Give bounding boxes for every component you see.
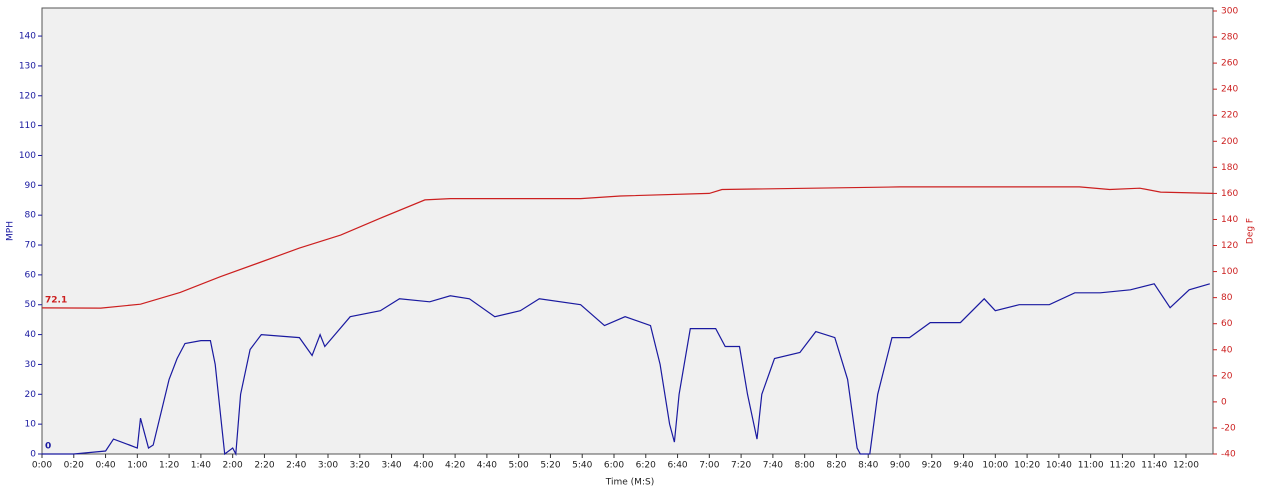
y-axis-label: MPH xyxy=(6,221,16,241)
y2-axis-label: Deg F xyxy=(1246,218,1256,244)
x-tick-label: 2:40 xyxy=(286,461,306,471)
x-tick-label: 11:00 xyxy=(1078,461,1104,471)
x-tick-label: 9:40 xyxy=(953,461,973,471)
x-tick-label: 1:40 xyxy=(191,461,211,471)
plot-area xyxy=(41,7,1214,455)
y2-tick-label: 280 xyxy=(1221,33,1238,43)
y-tick-label: 90 xyxy=(25,181,37,191)
y-tick-label: 80 xyxy=(25,211,37,221)
x-tick-label: 11:20 xyxy=(1109,461,1135,471)
x-tick-label: 8:20 xyxy=(826,461,846,471)
x-tick-label: 11:40 xyxy=(1141,461,1167,471)
x-tick-label: 12:00 xyxy=(1173,461,1199,471)
x-tick-label: 6:00 xyxy=(604,461,624,471)
y2-tick-label: 20 xyxy=(1221,371,1233,381)
x-tick-label: 7:40 xyxy=(763,461,783,471)
y2-tick-label: 220 xyxy=(1221,111,1238,121)
x-tick-label: 0:20 xyxy=(64,461,84,471)
x-tick-label: 10:20 xyxy=(1014,461,1040,471)
x-tick-label: 9:00 xyxy=(890,461,910,471)
x-tick-label: 10:40 xyxy=(1046,461,1072,471)
x-tick-label: 6:20 xyxy=(636,461,656,471)
x-tick-label: 2:20 xyxy=(254,461,274,471)
y2-tick-label: -40 xyxy=(1221,450,1236,460)
x-tick-label: 9:20 xyxy=(922,461,942,471)
y2-tick-label: 180 xyxy=(1221,163,1238,173)
y-tick-label: 130 xyxy=(19,61,36,71)
y2-tick-label: -20 xyxy=(1221,423,1236,433)
y2-tick-label: 80 xyxy=(1221,293,1233,303)
x-tick-label: 0:40 xyxy=(95,461,115,471)
x-tick-label: 5:00 xyxy=(509,461,529,471)
annotation: 0 xyxy=(45,442,51,452)
y2-tick-label: 260 xyxy=(1221,59,1238,69)
x-tick-label: 4:40 xyxy=(477,461,497,471)
x-tick-label: 7:00 xyxy=(699,461,719,471)
x-axis-label: Time (M:S) xyxy=(605,478,654,488)
y-tick-label: 100 xyxy=(19,151,36,161)
y-tick-label: 50 xyxy=(25,300,37,310)
y-tick-label: 20 xyxy=(25,390,37,400)
x-tick-label: 2:00 xyxy=(223,461,243,471)
y2-tick-label: 200 xyxy=(1221,137,1238,147)
y2-tick-label: 160 xyxy=(1221,189,1238,199)
y2-tick-label: 0 xyxy=(1221,397,1227,407)
x-tick-label: 4:00 xyxy=(413,461,433,471)
x-tick-label: 6:40 xyxy=(667,461,687,471)
y-tick-label: 70 xyxy=(25,241,37,251)
series-line xyxy=(42,283,1210,457)
x-tick-label: 8:40 xyxy=(858,461,878,471)
annotation: 72.1 xyxy=(45,296,67,306)
x-tick-label: 5:40 xyxy=(572,461,592,471)
x-tick-label: 3:40 xyxy=(381,461,401,471)
y-tick-label: 40 xyxy=(25,330,37,340)
x-tick-label: 3:00 xyxy=(318,461,338,471)
y2-tick-label: 40 xyxy=(1221,345,1233,355)
y-tick-label: 0 xyxy=(30,450,36,460)
y-tick-label: 110 xyxy=(19,121,36,131)
y2-tick-label: 140 xyxy=(1221,215,1238,225)
y-tick-label: 10 xyxy=(25,420,37,430)
y2-tick-label: 120 xyxy=(1221,241,1238,251)
y2-tick-label: 60 xyxy=(1221,319,1233,329)
x-tick-label: 1:20 xyxy=(159,461,179,471)
x-tick-label: 1:00 xyxy=(127,461,147,471)
x-tick-label: 3:20 xyxy=(350,461,370,471)
x-tick-label: 4:20 xyxy=(445,461,465,471)
x-tick-label: 10:00 xyxy=(982,461,1008,471)
x-tick-label: 7:20 xyxy=(731,461,751,471)
y2-tick-label: 240 xyxy=(1221,85,1238,95)
x-tick-label: 0:00 xyxy=(32,461,52,471)
series-line xyxy=(41,186,1214,309)
y2-tick-label: 100 xyxy=(1221,267,1238,277)
y-tick-label: 60 xyxy=(25,270,37,280)
y-tick-label: 30 xyxy=(25,360,37,370)
x-tick-label: 5:20 xyxy=(540,461,560,471)
y-tick-label: 140 xyxy=(19,32,36,42)
x-tick-label: 8:00 xyxy=(795,461,815,471)
y-tick-label: 120 xyxy=(19,91,36,101)
y2-tick-label: 300 xyxy=(1221,6,1238,16)
